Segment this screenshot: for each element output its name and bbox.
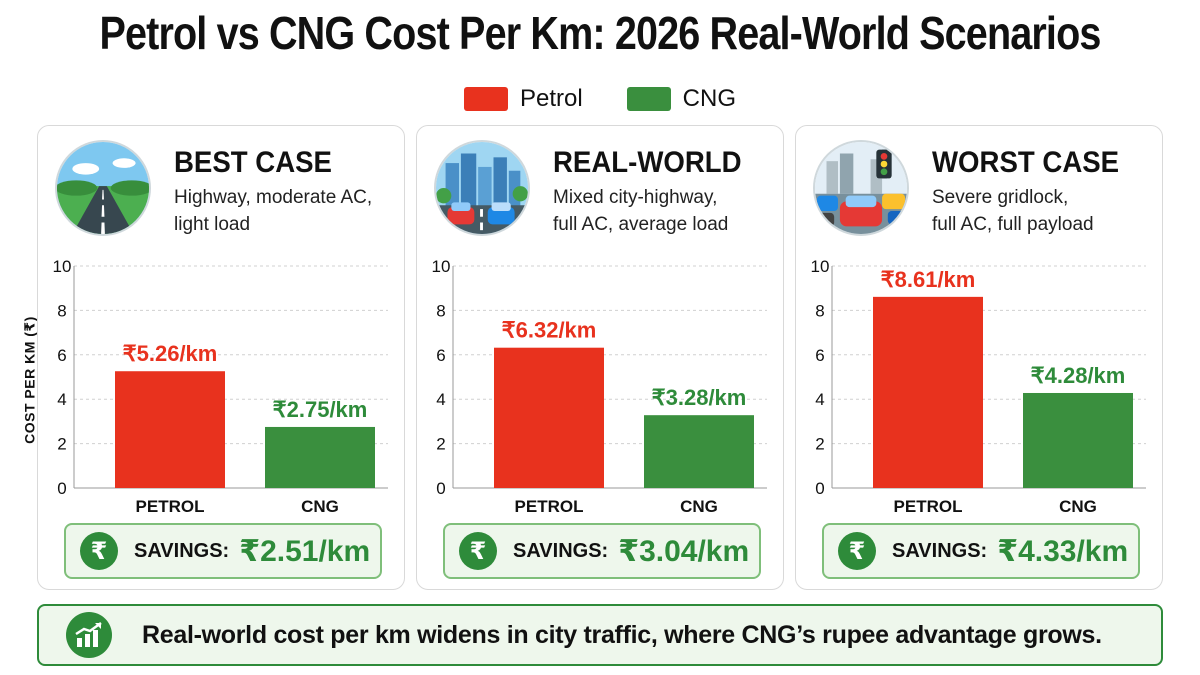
panel-description: Mixed city-highway, full AC, average loa… [553, 184, 773, 238]
panel-real-world: REAL-WORLD Mixed city-highway, full AC, … [416, 125, 784, 590]
y-tick-label: 8 [815, 301, 824, 320]
gridlock-icon [813, 140, 909, 236]
savings-value: ₹3.04/km [618, 534, 750, 568]
data-label: ₹4.28/km [1031, 363, 1126, 388]
x-tick-label: CNG [301, 497, 339, 516]
panel-title: WORST CASE [932, 146, 1120, 179]
data-label: ₹8.61/km [881, 267, 976, 292]
legend-swatch-cng [626, 87, 671, 111]
bar-cng [1023, 392, 1133, 488]
data-label: ₹3.28/km [652, 385, 747, 410]
chart-legend: Petrol CNG [0, 85, 1200, 113]
panel-description-line: light load [174, 214, 251, 235]
savings-value: ₹2.51/km [239, 534, 371, 568]
panel-worst-case: WORST CASE Severe gridlock, full AC, ful… [795, 125, 1163, 590]
y-tick-label: 2 [815, 435, 824, 454]
y-tick-label: 6 [436, 346, 445, 365]
legend-item-cng: CNG [626, 85, 737, 113]
bar-petrol [873, 296, 983, 488]
panel-description-line: Severe gridlock, [932, 187, 1069, 208]
rupee-icon: ₹ [80, 532, 118, 570]
footer-text: Real-world cost per km widens in city tr… [142, 620, 1102, 649]
y-tick-label: 8 [57, 301, 66, 320]
savings-box: ₹ SAVINGS: ₹4.33/km [822, 523, 1140, 579]
x-tick-label: PETROL [894, 497, 963, 516]
legend-label-petrol: Petrol [519, 85, 583, 112]
panel-description-line: full AC, average load [553, 214, 729, 235]
bar-chart-best-case: 0 2 4 6 8 10 ₹5.26/km PETROL ₹2.75/km CNG [53, 257, 388, 516]
panel-description-line: Highway, moderate AC, [174, 187, 373, 208]
legend-swatch-petrol [463, 87, 508, 111]
panel-description: Highway, moderate AC, light load [174, 184, 394, 238]
panel-title: BEST CASE [174, 146, 332, 179]
bar-chart-real-world: 0 2 4 6 8 10 ₹6.32/km PETROL ₹3.28/km CNG [432, 257, 767, 516]
x-tick-label: PETROL [515, 497, 584, 516]
x-tick-label: CNG [1059, 497, 1097, 516]
rupee-icon: ₹ [838, 532, 876, 570]
y-axis-title: COST PER KM (₹) [21, 316, 38, 444]
savings-label: SAVINGS: [892, 539, 988, 562]
x-tick-label: PETROL [136, 497, 205, 516]
panel-description-line: Mixed city-highway, [553, 187, 718, 208]
panel-description-line: full AC, full payload [932, 214, 1094, 235]
savings-label: SAVINGS: [134, 539, 230, 562]
y-tick-label: 4 [436, 390, 445, 409]
savings-box: ₹ SAVINGS: ₹2.51/km [64, 523, 382, 579]
data-label: ₹6.32/km [502, 318, 597, 343]
y-tick-label: 0 [436, 479, 445, 498]
y-tick-label: 4 [57, 390, 66, 409]
growth-chart-icon [66, 612, 112, 658]
panel-title: REAL-WORLD [553, 146, 742, 179]
y-tick-label: 10 [432, 257, 451, 276]
y-tick-label: 10 [811, 257, 830, 276]
city-traffic-icon [434, 140, 530, 236]
legend-label-cng: CNG [682, 85, 737, 112]
bar-petrol [115, 371, 225, 488]
data-label: ₹5.26/km [123, 341, 218, 366]
rupee-icon: ₹ [459, 532, 497, 570]
bar-cng [265, 426, 375, 488]
y-tick-label: 2 [57, 435, 66, 454]
bar-petrol [494, 347, 604, 488]
savings-box: ₹ SAVINGS: ₹3.04/km [443, 523, 761, 579]
panel-best-case: BEST CASE Highway, moderate AC, light lo… [37, 125, 405, 590]
savings-value: ₹4.33/km [997, 534, 1129, 568]
y-tick-label: 2 [436, 435, 445, 454]
bar-chart-worst-case: 0 2 4 6 8 10 ₹8.61/km PETROL ₹4.28/km CNG [811, 257, 1146, 516]
highway-icon [55, 140, 151, 236]
y-tick-label: 6 [815, 346, 824, 365]
savings-label: SAVINGS: [513, 539, 609, 562]
footer-banner: Real-world cost per km widens in city tr… [37, 604, 1163, 666]
page-title: Petrol vs CNG Cost Per Km: 2026 Real-Wor… [99, 7, 1101, 59]
y-tick-label: 0 [57, 479, 66, 498]
data-label: ₹2.75/km [273, 397, 368, 422]
y-tick-label: 4 [815, 390, 824, 409]
bar-cng [644, 415, 754, 488]
panel-description: Severe gridlock, full AC, full payload [932, 184, 1152, 238]
y-tick-label: 6 [57, 346, 66, 365]
legend-item-petrol: Petrol [463, 85, 583, 113]
x-tick-label: CNG [680, 497, 718, 516]
y-tick-label: 8 [436, 301, 445, 320]
y-tick-label: 10 [53, 257, 72, 276]
y-tick-label: 0 [815, 479, 824, 498]
